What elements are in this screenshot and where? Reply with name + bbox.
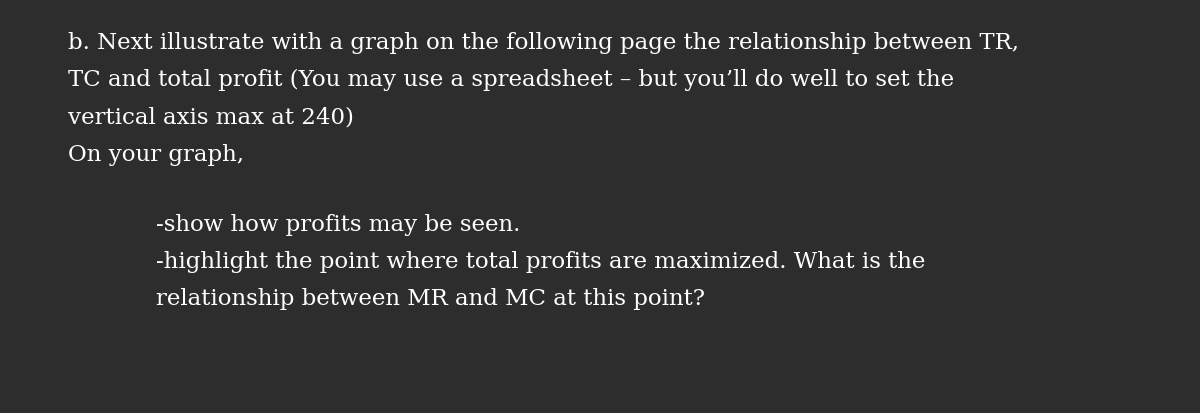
Text: On your graph,: On your graph, [68, 143, 245, 165]
Text: TC and total profit (You may use a spreadsheet – but you’ll do well to set the: TC and total profit (You may use a sprea… [68, 69, 954, 91]
Text: -show how profits may be seen.: -show how profits may be seen. [156, 214, 521, 235]
Text: vertical axis max at 240): vertical axis max at 240) [68, 106, 354, 128]
Text: relationship between MR and MC at this point?: relationship between MR and MC at this p… [156, 288, 706, 310]
Text: -highlight the point where total profits are maximized. What is the: -highlight the point where total profits… [156, 251, 925, 273]
Text: b. Next illustrate with a graph on the following page the relationship between T: b. Next illustrate with a graph on the f… [68, 32, 1020, 54]
